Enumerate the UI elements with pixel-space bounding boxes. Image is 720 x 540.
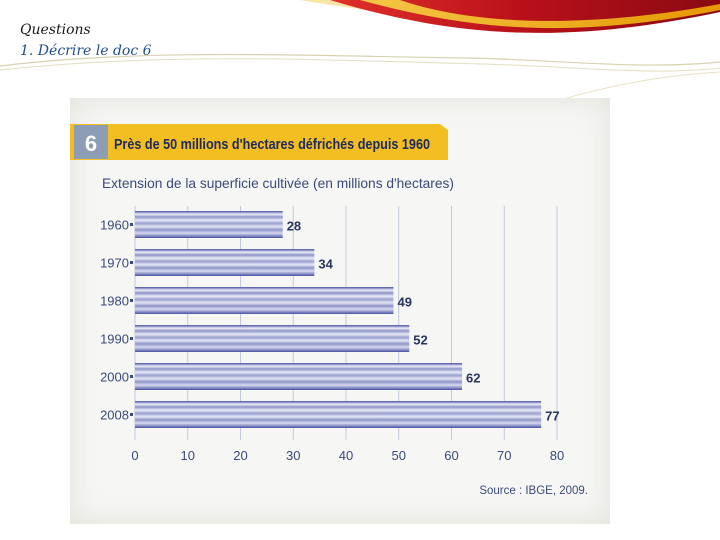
category-label: 2008 — [100, 408, 129, 423]
category-tick-mark — [130, 413, 133, 416]
category-tick-mark — [130, 299, 133, 302]
category-tick-mark — [130, 337, 133, 340]
data-label: 49 — [397, 295, 411, 310]
x-tick-label: 70 — [497, 448, 511, 463]
chart-subtitle: Extension de la superficie cultivée (en … — [102, 175, 454, 191]
bar-1990 — [135, 325, 410, 352]
category-tick-mark — [130, 223, 133, 226]
bar-chart: 6 Près de 50 millions d'hectares défrich… — [70, 124, 588, 497]
category-label: 1970 — [100, 256, 129, 271]
x-tick-label: 60 — [444, 448, 458, 463]
x-tick-label: 40 — [339, 448, 353, 463]
data-label: 52 — [413, 333, 427, 348]
x-tick-label: 10 — [181, 448, 195, 463]
category-tick-mark — [130, 261, 133, 264]
data-label: 77 — [545, 409, 559, 424]
data-label: 62 — [466, 371, 480, 386]
doc-number: 6 — [85, 131, 97, 156]
chart-title: Près de 50 millions d'hectares défrichés… — [114, 137, 430, 153]
bar-1970 — [135, 249, 315, 276]
x-tick-label: 80 — [550, 448, 564, 463]
x-tick-label: 0 — [131, 448, 138, 463]
category-tick-mark — [130, 375, 133, 378]
doc-number-box — [74, 125, 108, 159]
data-label: 28 — [287, 219, 301, 234]
category-label: 1960 — [100, 218, 129, 233]
x-tick-label: 50 — [392, 448, 406, 463]
data-label: 34 — [318, 257, 333, 272]
document-scan: 6 Près de 50 millions d'hectares défrich… — [70, 98, 610, 524]
question-text: 1. Décrire le doc 6 — [20, 43, 152, 59]
x-tick-label: 30 — [286, 448, 300, 463]
header-swoosh-decoration — [0, 0, 720, 100]
category-label: 1990 — [100, 332, 129, 347]
source-note: Source : IBGE, 2009. — [479, 485, 588, 497]
slide-title: Questions — [20, 22, 91, 38]
bar-1960 — [135, 211, 283, 238]
category-label: 2000 — [100, 370, 129, 385]
category-label: 1980 — [100, 294, 129, 309]
x-tick-label: 20 — [233, 448, 247, 463]
bar-1980 — [135, 287, 394, 314]
bar-2008 — [135, 401, 542, 428]
title-band — [70, 124, 448, 160]
bar-2000 — [135, 363, 463, 390]
